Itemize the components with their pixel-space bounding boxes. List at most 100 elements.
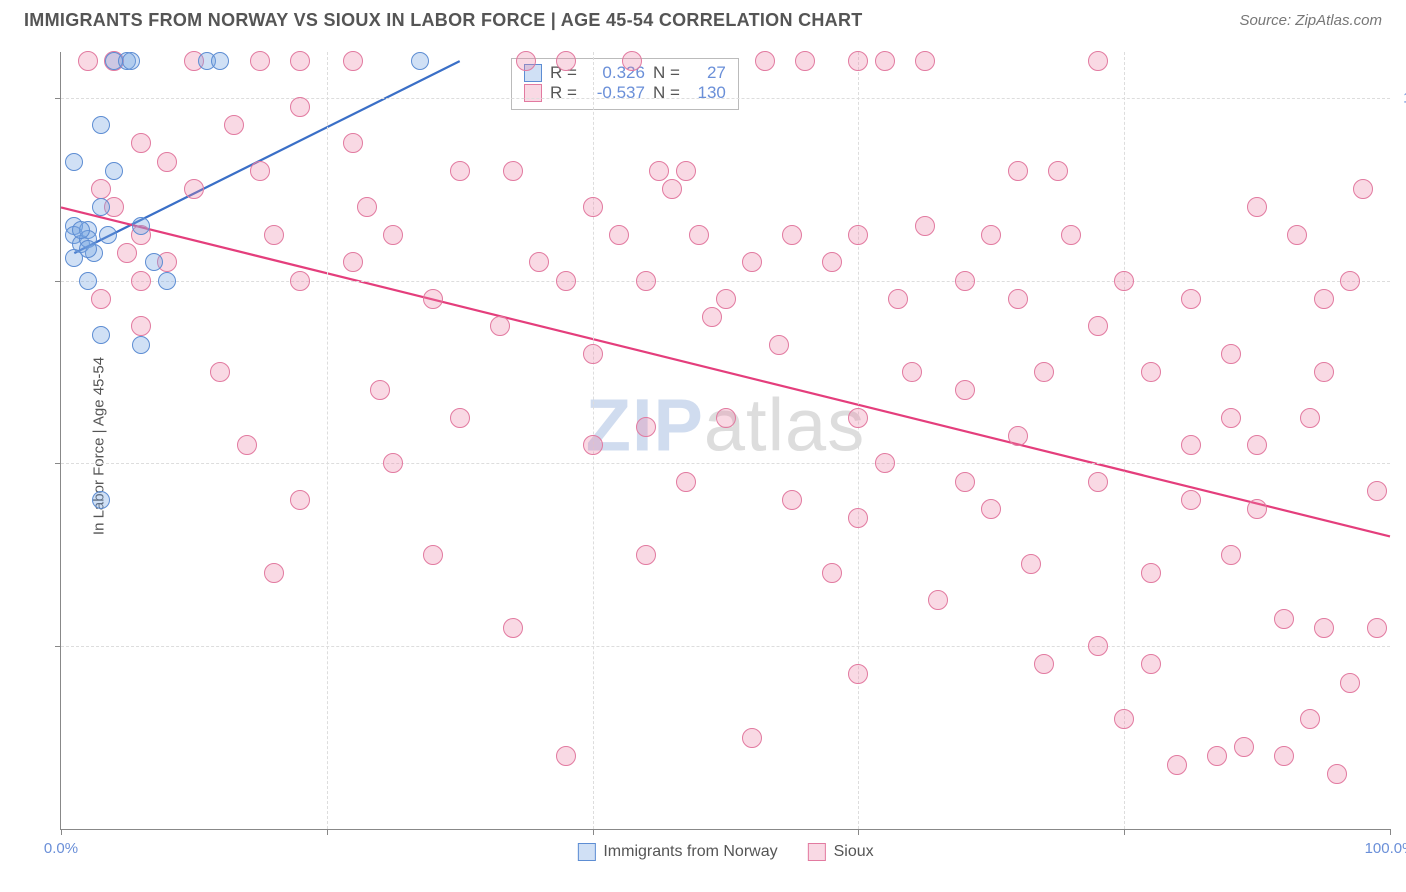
tick-mark (55, 646, 61, 647)
data-point (383, 225, 403, 245)
data-point (132, 217, 150, 235)
data-point (1221, 408, 1241, 428)
data-point (981, 225, 1001, 245)
data-point (1207, 746, 1227, 766)
data-point (848, 408, 868, 428)
data-point (92, 326, 110, 344)
data-point (1021, 554, 1041, 574)
data-point (264, 563, 284, 583)
data-point (795, 51, 815, 71)
y-tick-label: 80.0% (1398, 272, 1406, 289)
data-point (1088, 51, 1108, 71)
data-point (122, 52, 140, 70)
data-point (1008, 161, 1028, 181)
data-point (955, 472, 975, 492)
data-point (184, 179, 204, 199)
data-point (636, 271, 656, 291)
data-point (250, 51, 270, 71)
y-tick-label: 40.0% (1398, 638, 1406, 655)
tick-mark (55, 281, 61, 282)
data-point (383, 453, 403, 473)
data-point (689, 225, 709, 245)
tick-mark (55, 463, 61, 464)
data-point (875, 453, 895, 473)
data-point (343, 133, 363, 153)
data-point (117, 243, 137, 263)
data-point (848, 508, 868, 528)
data-point (676, 161, 696, 181)
data-point (65, 153, 83, 171)
data-point (343, 51, 363, 71)
data-point (888, 289, 908, 309)
gridline-h (61, 281, 1390, 282)
data-point (343, 252, 363, 272)
legend-swatch-norway (577, 843, 595, 861)
data-point (503, 161, 523, 181)
gridline-h (61, 98, 1390, 99)
data-point (411, 52, 429, 70)
gridline-h (61, 463, 1390, 464)
data-point (450, 161, 470, 181)
data-point (131, 133, 151, 153)
data-point (1314, 362, 1334, 382)
data-point (636, 545, 656, 565)
data-point (1034, 654, 1054, 674)
data-point (742, 252, 762, 272)
data-point (1181, 490, 1201, 510)
data-point (875, 51, 895, 71)
data-point (556, 51, 576, 71)
legend-row-sioux: R = -0.537 N = 130 (524, 83, 726, 103)
data-point (91, 289, 111, 309)
data-point (1314, 618, 1334, 638)
data-point (503, 618, 523, 638)
data-point (955, 380, 975, 400)
data-point (702, 307, 722, 327)
x-tick-label: 100.0% (1365, 840, 1406, 857)
tick-mark (1390, 829, 1391, 835)
data-point (423, 289, 443, 309)
gridline-h (61, 646, 1390, 647)
data-point (1034, 362, 1054, 382)
data-point (848, 225, 868, 245)
data-point (490, 316, 510, 336)
data-point (1008, 426, 1028, 446)
data-point (636, 417, 656, 437)
data-point (769, 335, 789, 355)
data-point (92, 116, 110, 134)
data-point (1181, 289, 1201, 309)
data-point (782, 225, 802, 245)
data-point (1048, 161, 1068, 181)
tick-mark (327, 829, 328, 835)
legend-label-norway: Immigrants from Norway (603, 843, 777, 861)
data-point (981, 499, 1001, 519)
trend-line (61, 207, 1390, 536)
y-tick-label: 60.0% (1398, 455, 1406, 472)
data-point (915, 51, 935, 71)
data-point (357, 197, 377, 217)
data-point (131, 271, 151, 291)
data-point (92, 198, 110, 216)
data-point (742, 728, 762, 748)
tick-mark (593, 829, 594, 835)
data-point (1287, 225, 1307, 245)
data-point (1221, 545, 1241, 565)
data-point (822, 252, 842, 272)
data-point (609, 225, 629, 245)
data-point (290, 97, 310, 117)
data-point (1274, 746, 1294, 766)
data-point (583, 344, 603, 364)
data-point (157, 152, 177, 172)
data-point (290, 490, 310, 510)
x-tick-label: 0.0% (44, 840, 78, 857)
tick-mark (61, 829, 62, 835)
legend-swatch-sioux (808, 843, 826, 861)
data-point (99, 226, 117, 244)
data-point (290, 51, 310, 71)
data-point (1167, 755, 1187, 775)
chart-title: IMMIGRANTS FROM NORWAY VS SIOUX IN LABOR… (24, 10, 863, 31)
data-point (1367, 481, 1387, 501)
data-point (928, 590, 948, 610)
tick-mark (858, 829, 859, 835)
legend-n-value-norway: 27 (688, 63, 726, 83)
data-point (556, 746, 576, 766)
